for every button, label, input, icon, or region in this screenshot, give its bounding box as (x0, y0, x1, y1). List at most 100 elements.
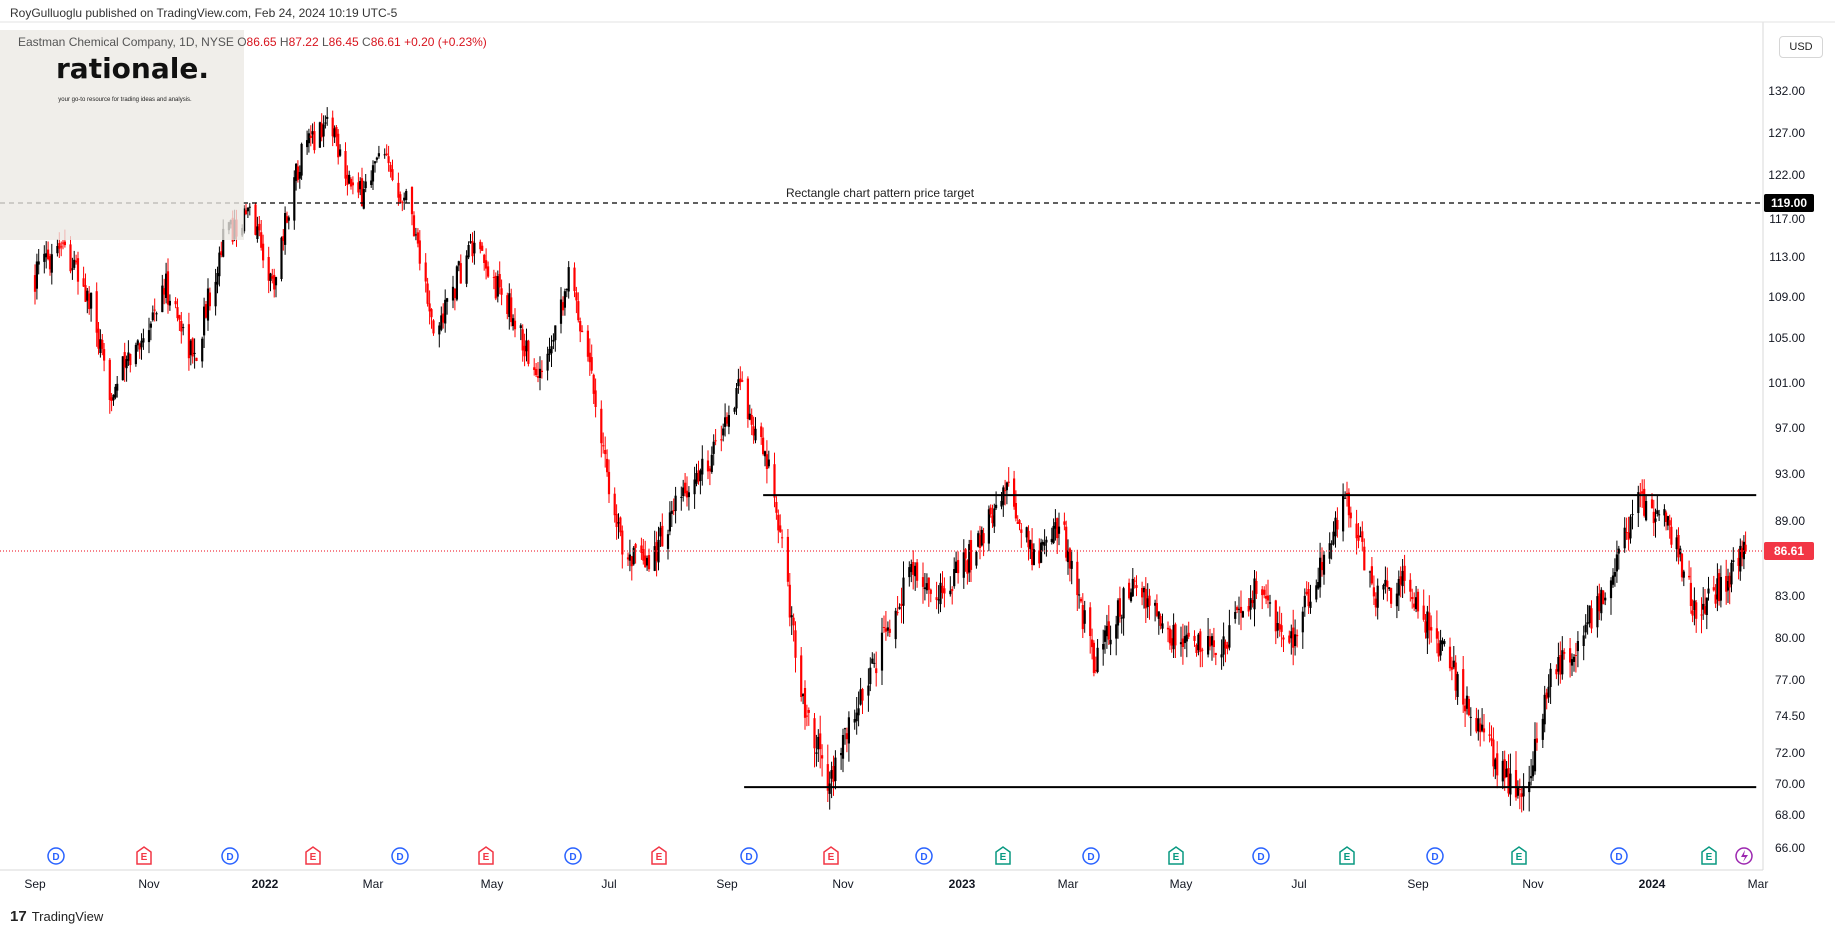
candle-body (326, 116, 329, 119)
candle-body (339, 149, 342, 156)
candle-body (1344, 497, 1347, 499)
candle-body (1154, 602, 1157, 606)
candle-body (1390, 587, 1393, 604)
candle-body (861, 689, 864, 701)
candle-body (552, 339, 555, 342)
candle-body (1220, 654, 1223, 658)
price-tag-label: 86.61 (1774, 544, 1804, 558)
candle-body (964, 549, 967, 559)
time-tick-label: Sep (716, 877, 738, 891)
candle-body (1668, 520, 1671, 526)
time-tick-label: Jul (601, 877, 616, 891)
footer-brand[interactable]: 17 TradingView (10, 908, 103, 925)
candle-body (991, 515, 994, 524)
candle-body (174, 301, 177, 305)
candle-body (1450, 667, 1453, 670)
candle-body (1005, 482, 1008, 491)
candle-body (414, 234, 417, 236)
time-tick-label: 2022 (252, 877, 279, 891)
candle-body (1261, 589, 1264, 596)
candle-body (256, 226, 259, 239)
candle-body (840, 753, 843, 756)
candle-body (1185, 634, 1188, 642)
candle-body (1224, 641, 1227, 649)
candle-body (1129, 592, 1133, 602)
candle-body (1586, 622, 1589, 625)
candle-body (735, 388, 738, 409)
candle-body (1437, 643, 1440, 657)
price-tick-label: 132.00 (1768, 84, 1805, 98)
candle-body (741, 380, 744, 382)
candle-body (1016, 522, 1019, 524)
candle-body (1144, 588, 1147, 609)
candle-body (1467, 698, 1470, 716)
candle-body (244, 210, 248, 214)
candle-body (1403, 565, 1406, 581)
candle-body (1374, 598, 1377, 608)
candle-body (1195, 644, 1198, 653)
candle-body (1292, 627, 1295, 648)
candle-body (455, 266, 458, 300)
candle-body (191, 338, 194, 357)
candle-body (483, 254, 486, 263)
candle-body (1488, 734, 1491, 736)
candle-body (763, 451, 767, 457)
candle-body (980, 529, 983, 546)
price-tick-label: 72.00 (1775, 746, 1805, 760)
candle-body (607, 471, 611, 495)
earnings-marker (305, 846, 321, 865)
candle-body (1643, 488, 1646, 516)
candle-body (1629, 516, 1632, 539)
candle-body (786, 536, 789, 582)
dividend-marker-label: D (52, 852, 59, 863)
low-label: L (321, 35, 329, 49)
candle-body (805, 715, 808, 717)
candle-body (1637, 492, 1640, 513)
time-tick-label: Mar (1748, 877, 1769, 891)
candle-body (588, 352, 591, 363)
candle-body (1627, 532, 1630, 540)
currency-button[interactable]: USD (1779, 36, 1823, 58)
candle-body (222, 228, 225, 257)
candle-body (116, 383, 119, 391)
candle-body (1509, 773, 1512, 795)
candle-body (714, 440, 717, 442)
symbol-name: Eastman Chemical Company, 1D, NYSE (18, 35, 234, 49)
candle-body (1732, 560, 1735, 562)
candle-body (1276, 623, 1279, 631)
candle-body (701, 458, 704, 475)
time-tick-label: Mar (1058, 877, 1079, 891)
candle-body (318, 122, 321, 148)
symbol-legend[interactable]: Eastman Chemical Company, 1D, NYSE O86.6… (18, 35, 487, 49)
candle-body (1386, 580, 1389, 588)
candle-body (699, 470, 702, 481)
candle-body (282, 236, 285, 241)
dividend-marker-label: D (920, 852, 927, 863)
candle-body (260, 232, 263, 248)
candle-body (1079, 598, 1083, 602)
candle-body (82, 278, 85, 287)
candle-body (1068, 548, 1071, 569)
candle-body (1172, 625, 1175, 650)
dividend-marker (47, 847, 65, 865)
candle-body (1465, 695, 1469, 709)
candle-body (657, 539, 660, 563)
candle-body (1168, 628, 1171, 644)
candle-body (857, 708, 860, 716)
candle-body (995, 504, 998, 509)
candle-body (987, 509, 990, 544)
candle-body (525, 340, 528, 352)
candle-body (459, 263, 462, 284)
candle-body (989, 507, 992, 515)
candle-body (536, 376, 540, 378)
candle-body (1716, 578, 1719, 600)
candle-body (1452, 660, 1455, 668)
candle-body (1247, 606, 1250, 612)
candle-body (1395, 593, 1398, 607)
candle-body (147, 330, 151, 343)
candle-body (1397, 579, 1400, 596)
candle-body (993, 508, 996, 527)
candle-body (1031, 543, 1034, 565)
candle-body (1309, 601, 1312, 608)
